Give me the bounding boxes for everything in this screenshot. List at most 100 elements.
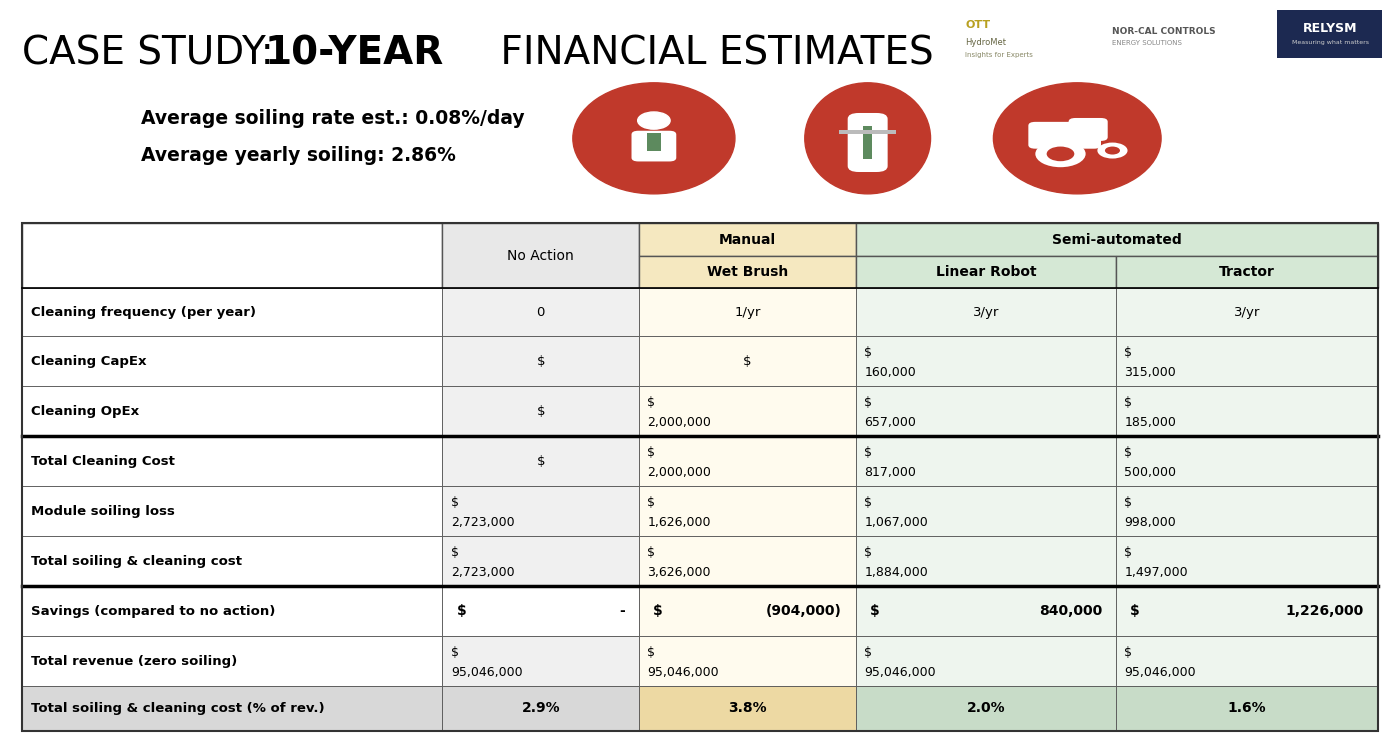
Text: NOR-CAL CONTROLS: NOR-CAL CONTROLS xyxy=(1112,27,1215,36)
Text: 2,000,000: 2,000,000 xyxy=(647,466,711,478)
Text: 2.0%: 2.0% xyxy=(966,701,1005,716)
Bar xyxy=(22,337,442,386)
Bar xyxy=(1116,436,1378,486)
Bar xyxy=(1116,386,1378,436)
Text: $: $ xyxy=(864,447,872,459)
Text: -: - xyxy=(619,604,624,618)
Text: 1,497,000: 1,497,000 xyxy=(1124,565,1189,579)
Text: $: $ xyxy=(652,604,662,618)
Text: Total soiling & cleaning cost (% of rev.): Total soiling & cleaning cost (% of rev.… xyxy=(31,702,325,715)
Text: $: $ xyxy=(536,455,545,468)
Text: Semi-automated: Semi-automated xyxy=(1051,233,1182,247)
Text: $: $ xyxy=(1124,447,1133,459)
Bar xyxy=(1116,288,1378,337)
Text: ENERGY SOLUTIONS: ENERGY SOLUTIONS xyxy=(1112,40,1182,46)
Circle shape xyxy=(1047,146,1074,161)
Text: 95,046,000: 95,046,000 xyxy=(451,666,522,678)
Text: $: $ xyxy=(864,546,872,559)
Text: 1,626,000: 1,626,000 xyxy=(647,516,711,529)
Text: $: $ xyxy=(864,496,872,509)
Text: 817,000: 817,000 xyxy=(864,466,916,478)
Bar xyxy=(22,486,442,536)
Text: Linear Robot: Linear Robot xyxy=(935,265,1036,279)
Text: FINANCIAL ESTIMATES: FINANCIAL ESTIMATES xyxy=(487,35,934,73)
Bar xyxy=(855,436,1116,486)
Bar xyxy=(638,436,855,486)
Text: $: $ xyxy=(864,346,872,360)
Text: CASE STUDY:: CASE STUDY: xyxy=(22,35,287,73)
Text: OTT: OTT xyxy=(966,20,991,30)
Bar xyxy=(855,386,1116,436)
Bar xyxy=(638,288,855,337)
Bar xyxy=(638,636,855,687)
Bar xyxy=(840,130,896,134)
Bar xyxy=(638,386,855,436)
Text: 10-YEAR: 10-YEAR xyxy=(265,35,444,73)
Bar xyxy=(1116,687,1378,730)
Text: $: $ xyxy=(536,405,545,418)
Text: 500,000: 500,000 xyxy=(1124,466,1176,478)
Circle shape xyxy=(637,112,671,129)
Text: 3.8%: 3.8% xyxy=(728,701,767,716)
Text: Insights for Experts: Insights for Experts xyxy=(966,52,1033,58)
Text: 998,000: 998,000 xyxy=(1124,516,1176,529)
Text: $: $ xyxy=(864,646,872,659)
Text: Average yearly soiling: 2.86%: Average yearly soiling: 2.86% xyxy=(141,146,456,165)
Text: $: $ xyxy=(1130,604,1140,618)
Text: Manual: Manual xyxy=(718,233,776,247)
Bar xyxy=(22,636,442,687)
Bar xyxy=(638,536,855,586)
Text: $: $ xyxy=(451,546,459,559)
Text: 95,046,000: 95,046,000 xyxy=(864,666,935,678)
Text: $: $ xyxy=(1124,346,1133,360)
Text: $: $ xyxy=(743,355,752,368)
Bar xyxy=(855,288,1116,337)
Text: $: $ xyxy=(647,396,655,409)
Bar xyxy=(855,536,1116,586)
Bar xyxy=(442,636,638,687)
Bar xyxy=(855,636,1116,687)
Bar xyxy=(1116,636,1378,687)
Bar xyxy=(22,436,442,486)
Text: 95,046,000: 95,046,000 xyxy=(647,666,720,678)
Circle shape xyxy=(1036,140,1085,167)
Text: 2,723,000: 2,723,000 xyxy=(451,516,515,529)
Bar xyxy=(22,687,442,730)
Ellipse shape xyxy=(805,82,931,194)
Bar xyxy=(1277,10,1382,59)
Bar xyxy=(22,224,442,288)
Bar xyxy=(638,256,855,288)
Bar xyxy=(442,386,638,436)
Text: 1,067,000: 1,067,000 xyxy=(864,516,928,529)
Bar xyxy=(1116,486,1378,536)
Bar xyxy=(442,536,638,586)
Bar xyxy=(22,386,442,436)
Text: 3/yr: 3/yr xyxy=(1233,305,1260,319)
Text: 1,884,000: 1,884,000 xyxy=(864,565,928,579)
Bar xyxy=(638,337,855,386)
Bar xyxy=(442,224,638,288)
Bar xyxy=(638,586,855,636)
Text: No Action: No Action xyxy=(507,249,574,263)
Text: $: $ xyxy=(647,447,655,459)
Text: Average soiling rate est.: 0.08%/day: Average soiling rate est.: 0.08%/day xyxy=(141,108,525,128)
Text: $: $ xyxy=(1124,546,1133,559)
Text: 1,226,000: 1,226,000 xyxy=(1285,604,1364,618)
Bar xyxy=(22,536,442,586)
Bar xyxy=(1116,586,1378,636)
Bar xyxy=(638,224,855,256)
Text: 657,000: 657,000 xyxy=(864,416,916,429)
Text: $: $ xyxy=(451,646,459,659)
Text: Cleaning OpEx: Cleaning OpEx xyxy=(31,405,139,418)
Text: 315,000: 315,000 xyxy=(1124,366,1176,379)
Text: $: $ xyxy=(451,496,459,509)
Text: $: $ xyxy=(864,396,872,409)
Bar xyxy=(638,687,855,730)
Bar xyxy=(1116,256,1378,288)
Text: 95,046,000: 95,046,000 xyxy=(1124,666,1196,678)
Bar xyxy=(442,288,638,337)
FancyBboxPatch shape xyxy=(847,113,888,172)
Bar xyxy=(22,224,1378,730)
Bar xyxy=(855,337,1116,386)
FancyBboxPatch shape xyxy=(1029,122,1100,149)
